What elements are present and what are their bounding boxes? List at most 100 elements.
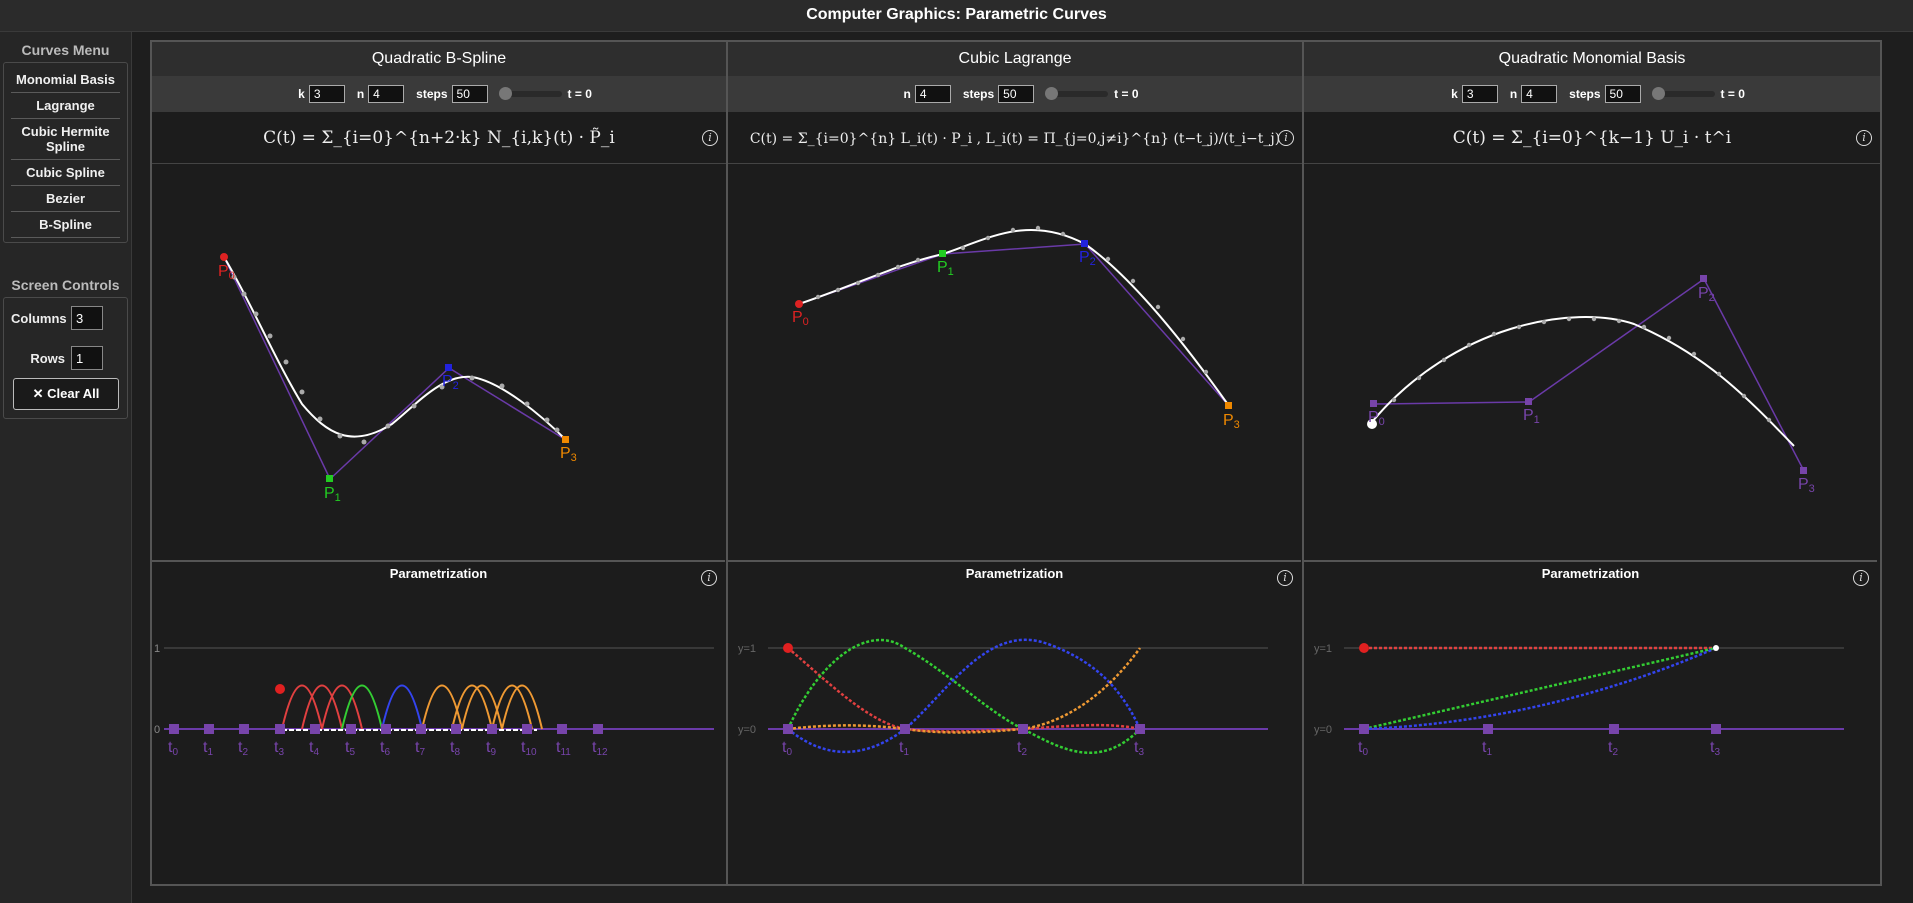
curve-canvas[interactable]: P0 P1 P2 P3 bbox=[728, 164, 1301, 562]
control-point-p2 bbox=[1081, 240, 1088, 247]
t-slider[interactable] bbox=[498, 87, 562, 100]
n-input[interactable] bbox=[914, 85, 951, 103]
t-slider-knob[interactable] bbox=[498, 87, 512, 100]
rows-label: Rows bbox=[30, 350, 65, 366]
knot-labels: t0 t1 t2 t3 bbox=[1358, 739, 1720, 758]
control-point-label: P1 bbox=[937, 259, 954, 278]
svg-text:t2: t2 bbox=[238, 739, 248, 758]
panel-lagrange: Cubic Lagrange n steps t = 0 C(t) = Σ_{i… bbox=[728, 42, 1304, 884]
k-input[interactable] bbox=[308, 85, 345, 103]
curve-canvas[interactable]: P0 P1 P2 P3 bbox=[1304, 164, 1877, 562]
curve-canvas[interactable]: P0 P1 P2 P3 bbox=[152, 164, 725, 562]
y-tick-label: 1 bbox=[154, 643, 160, 655]
control-polygon bbox=[223, 256, 567, 481]
curves-menu-title: Curves Menu bbox=[21, 42, 110, 58]
svg-text:t1: t1 bbox=[1482, 739, 1492, 758]
n-input[interactable] bbox=[1521, 85, 1558, 103]
info-icon[interactable]: i bbox=[1856, 130, 1872, 146]
parametrization-area: Parametrization i y=1 y=0 bbox=[1304, 562, 1877, 884]
panel-title: Quadratic B-Spline bbox=[152, 42, 726, 76]
formula: C(t) = Σ_{i=0}^{k−1} U_i · t^i i bbox=[1304, 112, 1880, 164]
info-icon[interactable]: i bbox=[1853, 570, 1869, 586]
svg-text:t12: t12 bbox=[592, 739, 608, 758]
knot-markers bbox=[783, 724, 1145, 734]
panel-b-spline: Quadratic B-Spline k n steps t = 0 C(t) … bbox=[152, 42, 728, 884]
control-point-p1 bbox=[939, 250, 946, 257]
steps-label: steps bbox=[1569, 87, 1601, 101]
curve-path bbox=[798, 229, 1230, 407]
curves-menu: Monomial Basis Lagrange Cubic Hermite Sp… bbox=[3, 62, 128, 243]
t-slider[interactable] bbox=[1651, 87, 1715, 100]
t-marker bbox=[783, 643, 793, 653]
t-marker bbox=[275, 684, 285, 694]
control-point-p3 bbox=[1225, 402, 1232, 409]
rows-input[interactable] bbox=[71, 346, 103, 370]
screen-controls-title: Screen Controls bbox=[11, 277, 120, 293]
steps-input[interactable] bbox=[998, 85, 1035, 103]
n-input[interactable] bbox=[368, 85, 405, 103]
control-point-p3 bbox=[562, 436, 569, 443]
y-tick-label: y=0 bbox=[1314, 724, 1332, 736]
t-slider[interactable] bbox=[1045, 87, 1109, 100]
y-tick-label: 0 bbox=[154, 724, 160, 736]
control-polygon bbox=[798, 243, 1230, 407]
svg-text:t0: t0 bbox=[782, 739, 792, 758]
panel-title: Cubic Lagrange bbox=[728, 42, 1302, 76]
control-point-label: P3 bbox=[1223, 412, 1240, 431]
parametrization-title: Parametrization bbox=[965, 566, 1064, 581]
info-icon[interactable]: i bbox=[1278, 130, 1294, 146]
menu-item-b-spline[interactable]: B-Spline bbox=[11, 212, 120, 238]
svg-text:t11: t11 bbox=[556, 739, 571, 758]
knot-labels: t0 t1 t2 t3 bbox=[782, 739, 1144, 758]
menu-item-cubic-hermite-spline[interactable]: Cubic Hermite Spline bbox=[11, 119, 120, 160]
k-label: k bbox=[298, 87, 305, 101]
svg-text:t7: t7 bbox=[415, 739, 425, 758]
k-input[interactable] bbox=[1461, 85, 1498, 103]
control-polygon bbox=[1373, 277, 1805, 472]
panel-controls: n steps t = 0 bbox=[728, 76, 1302, 112]
svg-text:t6: t6 bbox=[380, 739, 390, 758]
info-icon[interactable]: i bbox=[701, 570, 717, 586]
control-point-label: P2 bbox=[442, 373, 459, 392]
svg-text:t4: t4 bbox=[309, 739, 319, 758]
svg-text:t2: t2 bbox=[1017, 739, 1027, 758]
parametrization-title: Parametrization bbox=[389, 566, 488, 581]
formula: C(t) = Σ_{i=0}^{n+2·k} N_{i,k}(t) · P̃_i… bbox=[152, 112, 726, 164]
panel-controls: k n steps t = 0 bbox=[152, 76, 726, 112]
knot-markers bbox=[1359, 724, 1721, 734]
panels-grid: Quadratic B-Spline k n steps t = 0 C(t) … bbox=[150, 40, 1882, 886]
svg-text:t3: t3 bbox=[274, 739, 284, 758]
menu-item-monomial-basis[interactable]: Monomial Basis bbox=[11, 67, 120, 93]
columns-input[interactable] bbox=[71, 306, 103, 330]
control-point-p3 bbox=[1800, 467, 1807, 474]
control-point-label: P3 bbox=[560, 445, 577, 464]
n-label: n bbox=[356, 87, 365, 101]
menu-item-bezier[interactable]: Bezier bbox=[11, 186, 120, 212]
curve-sample-dots bbox=[815, 225, 1209, 375]
t-slider-knob[interactable] bbox=[1045, 87, 1059, 100]
control-point-label: P0 bbox=[792, 309, 809, 328]
svg-text:t8: t8 bbox=[450, 739, 460, 758]
menu-item-cubic-spline[interactable]: Cubic Spline bbox=[11, 160, 120, 186]
control-point-p1 bbox=[326, 475, 333, 482]
info-icon[interactable]: i bbox=[702, 130, 718, 146]
control-point-label: P1 bbox=[324, 485, 341, 504]
curve-path bbox=[223, 256, 567, 441]
clear-all-button[interactable]: ✕ Clear All bbox=[13, 378, 119, 410]
svg-text:t5: t5 bbox=[345, 739, 355, 758]
control-point-p1 bbox=[1525, 398, 1532, 405]
control-point-label: P1 bbox=[1523, 407, 1540, 426]
menu-item-lagrange[interactable]: Lagrange bbox=[11, 93, 120, 119]
panel-controls: k n steps t = 0 bbox=[1304, 76, 1880, 112]
svg-text:t3: t3 bbox=[1134, 739, 1144, 758]
steps-input[interactable] bbox=[1604, 85, 1641, 103]
info-icon[interactable]: i bbox=[1277, 570, 1293, 586]
t-value: t = 0 bbox=[567, 87, 592, 101]
formula-text: C(t) = Σ_{i=0}^{n+2·k} N_{i,k}(t) · P̃_i bbox=[263, 128, 615, 148]
steps-input[interactable] bbox=[451, 85, 488, 103]
basis-function-curves bbox=[281, 684, 543, 730]
y-tick-label: y=1 bbox=[1314, 643, 1332, 655]
t-slider-knob[interactable] bbox=[1651, 87, 1665, 100]
sidebar: Curves Menu Monomial Basis Lagrange Cubi… bbox=[0, 32, 132, 903]
t-marker bbox=[1367, 419, 1377, 429]
